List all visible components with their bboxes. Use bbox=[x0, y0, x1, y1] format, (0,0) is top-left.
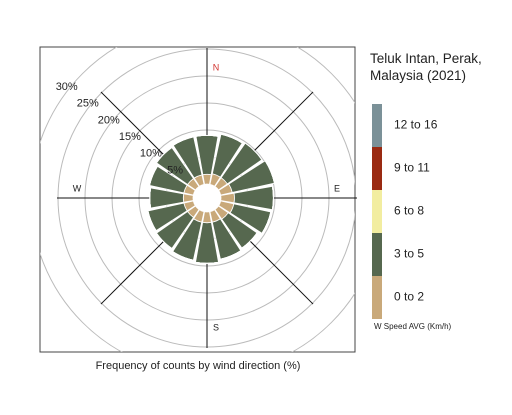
legend-swatch bbox=[372, 276, 382, 319]
legend-swatch bbox=[372, 233, 382, 276]
legend-title: W Speed AVG (Km/h) bbox=[374, 322, 452, 331]
x-axis-label: Frequency of counts by wind direction (%… bbox=[96, 360, 301, 372]
wind-bar bbox=[156, 147, 173, 164]
legend-label: 12 to 16 bbox=[394, 118, 438, 132]
wind-bar bbox=[220, 133, 243, 144]
wind-bar bbox=[241, 232, 258, 249]
direction-label: E bbox=[334, 183, 340, 193]
ring-label: 15% bbox=[119, 131, 141, 143]
bar-group bbox=[147, 133, 275, 264]
legend-swatch bbox=[372, 104, 382, 147]
wind-bar bbox=[261, 211, 272, 234]
wind-bar bbox=[173, 136, 194, 146]
wind-bar bbox=[149, 166, 158, 186]
wind-bar bbox=[195, 134, 219, 137]
wind-bar bbox=[245, 142, 263, 160]
legend-label: 0 to 2 bbox=[394, 290, 424, 304]
direction-label: N bbox=[213, 62, 220, 72]
legend-swatch bbox=[372, 147, 382, 190]
wind-bar bbox=[271, 186, 274, 210]
wind-bar bbox=[172, 251, 194, 261]
wind-bar bbox=[264, 160, 275, 184]
legend-label: 6 to 8 bbox=[394, 204, 424, 218]
ring-label: 10% bbox=[140, 148, 162, 160]
wind-bar bbox=[156, 232, 173, 249]
wind-bar bbox=[202, 173, 212, 185]
ring-label: 5% bbox=[167, 164, 183, 176]
wind-bar bbox=[220, 250, 241, 260]
wind-bar bbox=[149, 187, 152, 209]
direction-label: W bbox=[73, 183, 82, 193]
direction-label: S bbox=[213, 322, 219, 332]
ring-label: 25% bbox=[77, 98, 99, 110]
legend-heading: Teluk Intan, Perak, Malaysia (2021) bbox=[370, 51, 482, 83]
wind-bar bbox=[182, 193, 194, 203]
legend-label: 3 to 5 bbox=[394, 247, 424, 261]
center-hole bbox=[193, 184, 221, 212]
legend-label: 9 to 11 bbox=[394, 161, 430, 175]
wind-bar bbox=[147, 210, 157, 231]
wind-bar bbox=[195, 261, 219, 264]
ring-label: 20% bbox=[98, 114, 120, 126]
legend-swatch bbox=[372, 190, 382, 233]
ring-label: 30% bbox=[56, 81, 78, 93]
